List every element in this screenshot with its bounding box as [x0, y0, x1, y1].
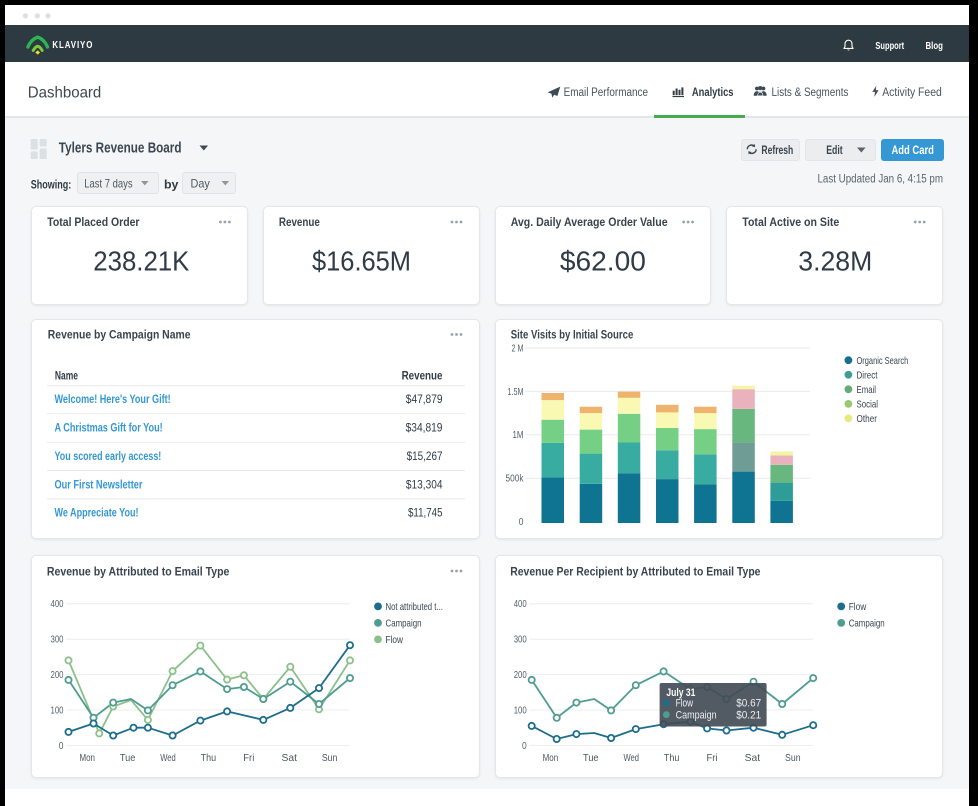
- svg-text:0: 0: [522, 740, 527, 752]
- svg-text:$62.00: $62.00: [560, 245, 646, 276]
- svg-text:$11,745: $11,745: [408, 506, 443, 520]
- svg-text:Last Updated Jan 6, 4:15 pm: Last Updated Jan 6, 4:15 pm: [818, 174, 944, 186]
- svg-text:Tue: Tue: [583, 752, 599, 764]
- svg-text:Other: Other: [857, 413, 878, 425]
- svg-text:Showing:: Showing:: [31, 179, 72, 191]
- svg-text:Direct: Direct: [857, 369, 878, 381]
- svg-text:Organic Search: Organic Search: [857, 355, 909, 367]
- svg-text:Blog: Blog: [926, 40, 943, 52]
- svg-text:You scored early access!: You scored early access!: [55, 449, 162, 463]
- svg-text:Wed: Wed: [160, 752, 176, 764]
- svg-text:0: 0: [519, 516, 524, 528]
- svg-text:Mon: Mon: [543, 752, 559, 764]
- svg-text:Thu: Thu: [664, 752, 680, 764]
- svg-text:July 31: July 31: [666, 687, 695, 699]
- svg-text:Name: Name: [55, 368, 78, 382]
- svg-text:$0.21: $0.21: [736, 709, 761, 721]
- svg-text:Welcome! Here's Your Gift!: Welcome! Here's Your Gift!: [55, 392, 171, 406]
- svg-text:Fri: Fri: [243, 752, 254, 764]
- svg-text:Sun: Sun: [322, 752, 338, 764]
- svg-text:Support: Support: [875, 40, 904, 52]
- svg-text:KLAVIYO: KLAVIYO: [52, 39, 93, 51]
- svg-text:Revenue: Revenue: [279, 217, 320, 229]
- svg-text:Mon: Mon: [79, 752, 95, 764]
- svg-text:Not attributed t...: Not attributed t...: [386, 601, 443, 613]
- svg-text:Our First Newsletter: Our First Newsletter: [55, 477, 143, 491]
- svg-text:$34,819: $34,819: [406, 421, 443, 435]
- svg-text:Site Visits by Initial Source: Site Visits by Initial Source: [511, 328, 634, 342]
- svg-text:We Appreciate You!: We Appreciate You!: [55, 506, 139, 520]
- svg-text:300: 300: [514, 634, 527, 646]
- svg-text:Campaign: Campaign: [849, 618, 885, 630]
- svg-text:Avg. Daily Average Order Value: Avg. Daily Average Order Value: [511, 217, 668, 229]
- svg-text:1M: 1M: [513, 429, 524, 441]
- svg-text:2 M: 2 M: [512, 342, 524, 354]
- svg-text:Social: Social: [857, 398, 879, 410]
- svg-text:0: 0: [59, 740, 64, 752]
- svg-text:Campaign: Campaign: [386, 618, 422, 630]
- svg-text:Campaign: Campaign: [676, 709, 717, 721]
- svg-text:Dashboard: Dashboard: [28, 84, 102, 101]
- svg-text:Email: Email: [857, 384, 877, 396]
- svg-text:Flow: Flow: [386, 634, 404, 646]
- svg-text:Sat: Sat: [281, 752, 297, 764]
- svg-text:100: 100: [514, 704, 527, 716]
- svg-text:Lists & Segments: Lists & Segments: [772, 87, 849, 99]
- svg-text:3.28M: 3.28M: [798, 245, 872, 276]
- svg-text:Thu: Thu: [201, 752, 217, 764]
- svg-text:$15,267: $15,267: [407, 449, 443, 463]
- svg-text:Sun: Sun: [785, 752, 801, 764]
- svg-text:Revenue Per Recipient by Attri: Revenue Per Recipient by Attributed to E…: [510, 565, 761, 579]
- svg-text:Day: Day: [191, 177, 210, 191]
- svg-text:Refresh: Refresh: [761, 145, 793, 157]
- svg-text:1.5M: 1.5M: [508, 386, 524, 398]
- svg-text:Flow: Flow: [849, 601, 867, 613]
- svg-text:Email Performance: Email Performance: [564, 87, 648, 99]
- svg-text:100: 100: [51, 704, 64, 716]
- svg-text:Wed: Wed: [623, 752, 639, 764]
- svg-text:Total Active on Site: Total Active on Site: [742, 217, 839, 229]
- svg-text:238.21K: 238.21K: [93, 245, 189, 276]
- svg-text:500k: 500k: [506, 473, 525, 485]
- svg-text:Total Placed Order: Total Placed Order: [47, 217, 140, 229]
- svg-text:Tylers Revenue Board: Tylers Revenue Board: [59, 140, 182, 157]
- svg-text:Flow: Flow: [676, 698, 694, 710]
- svg-text:Activity Feed: Activity Feed: [882, 87, 942, 99]
- svg-text:Sat: Sat: [745, 752, 761, 764]
- svg-text:$13,304: $13,304: [406, 477, 443, 491]
- svg-text:Revenue: Revenue: [402, 368, 443, 382]
- svg-text:Tue: Tue: [120, 752, 136, 764]
- svg-text:400: 400: [514, 598, 527, 610]
- svg-text:Analytics: Analytics: [692, 87, 734, 99]
- svg-text:$16.65M: $16.65M: [312, 245, 411, 276]
- svg-text:300: 300: [51, 634, 64, 646]
- svg-text:400: 400: [51, 598, 64, 610]
- svg-text:by: by: [164, 179, 179, 191]
- svg-text:200: 200: [51, 669, 64, 681]
- svg-text:200: 200: [514, 669, 527, 681]
- svg-text:A Christmas Gift for You!: A Christmas Gift for You!: [55, 421, 163, 435]
- svg-text:Revenue by Campaign Name: Revenue by Campaign Name: [48, 328, 191, 342]
- svg-text:Last 7 days: Last 7 days: [84, 177, 132, 191]
- svg-text:$47,879: $47,879: [406, 392, 443, 406]
- svg-text:Fri: Fri: [707, 752, 718, 764]
- svg-text:Edit: Edit: [826, 145, 843, 157]
- svg-text:$0.67: $0.67: [736, 698, 761, 710]
- svg-text:Revenue by Attributed to Email: Revenue by Attributed to Email Type: [47, 565, 230, 579]
- svg-text:Add Card: Add Card: [892, 145, 934, 157]
